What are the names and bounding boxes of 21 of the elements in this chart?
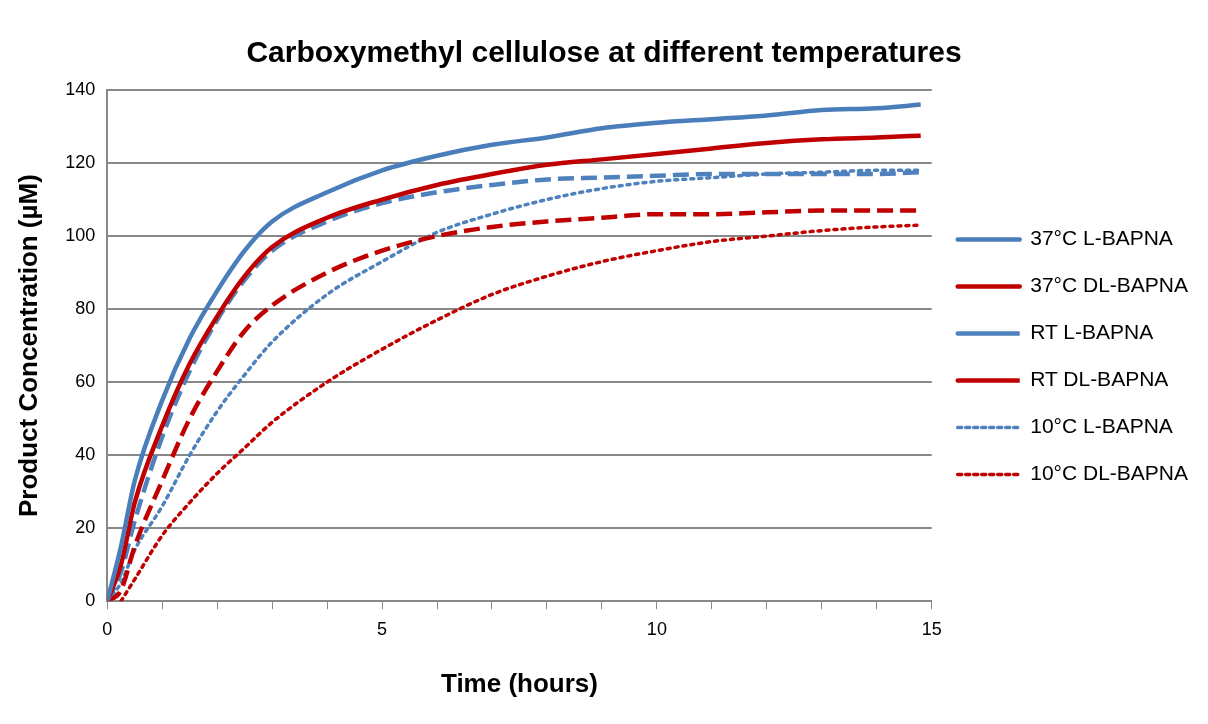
- legend-label: RT DL-BAPNA: [1030, 367, 1169, 391]
- y-tick-label: 60: [75, 371, 96, 392]
- legend-label: 37°C L-BAPNA: [1030, 226, 1173, 250]
- x-tick-label: 15: [921, 618, 942, 639]
- x-axis-title: Time (hours): [440, 667, 598, 698]
- x-tick-label: 10: [646, 618, 667, 639]
- y-tick-label: 80: [75, 298, 96, 319]
- y-axis-title: Product Concentration (µM): [12, 174, 43, 518]
- chart-title: Carboxymethyl cellulose at different temperatures: [246, 35, 962, 69]
- y-tick-label: 140: [65, 78, 96, 99]
- legend-label: 10°C DL-BAPNA: [1030, 461, 1189, 485]
- legend-label: RT L-BAPNA: [1030, 320, 1154, 344]
- legend-label: 10°C L-BAPNA: [1030, 414, 1173, 438]
- y-tick-label: 120: [65, 152, 96, 172]
- y-tick-label: 0: [85, 590, 96, 611]
- y-tick-label: 40: [75, 444, 96, 465]
- x-tick-label: 0: [102, 618, 113, 639]
- y-tick-label: 20: [75, 517, 96, 538]
- y-tick-label: 100: [65, 225, 96, 246]
- x-tick-label: 5: [377, 618, 388, 639]
- legend-label: 37°C DL-BAPNA: [1030, 273, 1189, 297]
